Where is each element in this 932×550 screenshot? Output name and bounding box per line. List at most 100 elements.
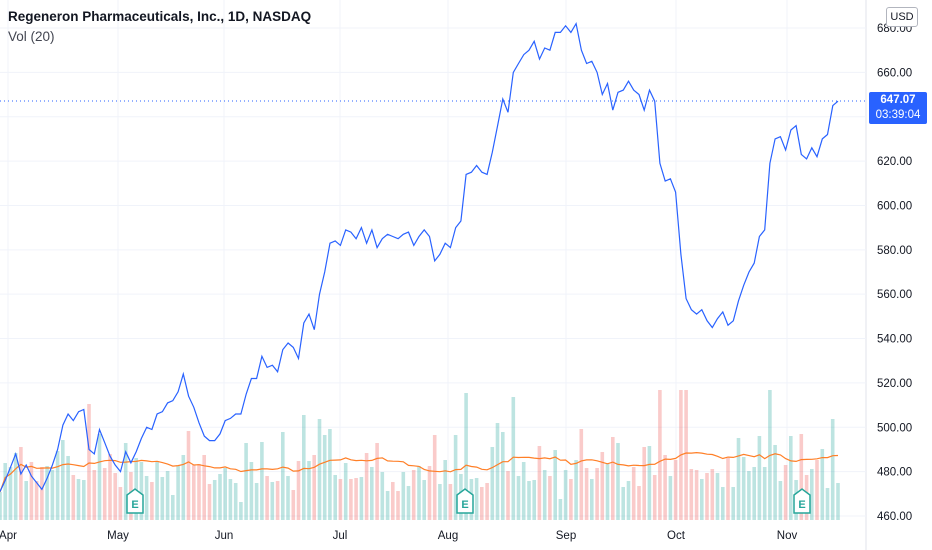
currency-button[interactable]: USD	[886, 7, 918, 27]
volume-bar	[631, 467, 636, 520]
volume-bar	[338, 479, 343, 520]
volume-bar	[799, 434, 804, 520]
volume-bar	[637, 486, 641, 520]
volume-bar	[401, 472, 406, 520]
volume-bar	[92, 470, 97, 520]
x-tick-label: Jul	[333, 530, 348, 542]
volume-bar	[574, 460, 578, 520]
volume-bar	[810, 469, 814, 520]
volume-bar	[411, 470, 416, 520]
svg-text:E: E	[798, 499, 805, 511]
volume-bar	[432, 435, 437, 520]
volume-bar	[354, 478, 358, 520]
volume-bar	[343, 463, 348, 520]
volume-bar	[396, 491, 400, 520]
volume-bar	[102, 468, 107, 520]
volume-bar	[118, 487, 123, 520]
volume-bar	[50, 470, 55, 520]
volume-bar	[506, 471, 510, 520]
volume-bar	[286, 476, 290, 520]
volume-bar	[296, 461, 301, 520]
volume-bar	[548, 476, 552, 520]
volume-bar	[579, 429, 584, 520]
volume-bar	[281, 432, 285, 520]
y-tick-label: 560.00	[877, 289, 912, 301]
volume-bar	[139, 462, 144, 520]
volume-bar	[700, 479, 704, 520]
volume-indicator-label[interactable]: Vol (20)	[8, 29, 55, 44]
volume-bar	[485, 483, 489, 520]
last-price-value: 647.07	[880, 94, 916, 106]
volume-bar	[171, 495, 175, 520]
volume-bar	[820, 449, 825, 520]
volume-bar	[24, 481, 28, 520]
volume-bar	[113, 473, 117, 520]
volume-bar	[710, 469, 715, 520]
chart-grid	[0, 0, 867, 550]
volume-bar	[192, 465, 196, 520]
svg-text:E: E	[461, 499, 468, 511]
volume-bar	[789, 436, 793, 520]
volume-bar	[642, 447, 646, 520]
volume-bar	[830, 419, 835, 520]
svg-text:E: E	[131, 499, 138, 511]
volume-bar	[422, 480, 426, 520]
volume-bar	[328, 429, 332, 520]
price-line	[0, 21, 839, 492]
volume-bar	[202, 455, 206, 520]
volume-bar	[762, 467, 767, 520]
volume-bar	[197, 464, 201, 520]
volume-bar	[668, 476, 673, 520]
chart-title: Regeneron Pharmaceuticals, Inc., 1D, NAS…	[8, 9, 312, 24]
volume-bar	[511, 397, 516, 520]
volume-bar	[322, 435, 327, 520]
volume-bar	[108, 454, 112, 520]
volume-bar	[825, 488, 830, 520]
volume-bar	[233, 483, 238, 520]
earnings-marker[interactable]: E	[456, 488, 474, 514]
volume-bar	[13, 453, 18, 520]
x-tick-label: May	[107, 530, 129, 542]
volume-bar	[66, 456, 70, 520]
volume-bar	[626, 481, 631, 520]
volume-bar	[40, 467, 44, 520]
volume-bar	[647, 446, 652, 520]
volume-bar	[155, 461, 159, 520]
y-tick-label: 520.00	[877, 378, 912, 390]
volume-bar	[684, 390, 688, 520]
volume-bar	[228, 479, 233, 520]
volume-bar	[427, 466, 432, 520]
earnings-marker[interactable]: E	[793, 488, 811, 514]
volume-bar	[736, 438, 741, 520]
volume-bar	[417, 466, 421, 520]
volume-bar	[443, 460, 447, 520]
y-tick-label: 460.00	[877, 511, 912, 523]
earnings-marker[interactable]: E	[126, 488, 144, 514]
volume-bar	[542, 470, 547, 520]
volume-bar	[97, 434, 102, 520]
volume-bar	[815, 460, 819, 520]
volume-bar	[715, 473, 720, 520]
volume-bar	[757, 436, 762, 520]
volume-bar	[302, 415, 306, 520]
volume-bar	[244, 443, 248, 520]
time-axis[interactable]: Apr May Jun Jul Aug Sep Oct Nov	[0, 530, 797, 542]
volume-bar	[218, 474, 222, 520]
volume-bar	[778, 481, 783, 520]
volume-bar	[254, 483, 259, 520]
volume-bar	[307, 461, 311, 520]
x-tick-label: Oct	[667, 530, 686, 542]
volume-bar	[150, 482, 154, 520]
volume-bar	[223, 468, 227, 520]
volume-bar	[55, 451, 60, 520]
volume-bar	[448, 484, 453, 520]
volume-bar	[521, 462, 526, 520]
volume-bar	[621, 487, 625, 520]
volume-bar	[490, 447, 495, 520]
volume-bar	[532, 480, 536, 520]
volume-bar	[260, 442, 264, 520]
volume-bar	[181, 455, 186, 520]
volume-bar	[600, 452, 605, 520]
